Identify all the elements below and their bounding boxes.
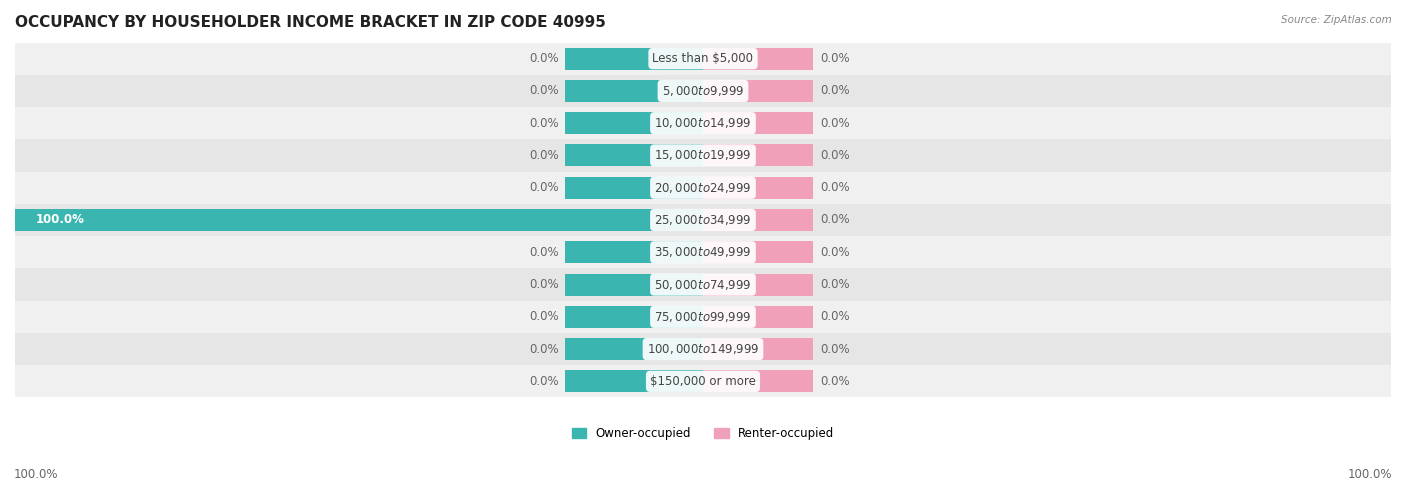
Bar: [703, 370, 813, 392]
Bar: [15, 333, 1391, 365]
Bar: [15, 301, 1391, 333]
Text: 100.0%: 100.0%: [14, 468, 59, 481]
Bar: [703, 177, 813, 199]
Text: Source: ZipAtlas.com: Source: ZipAtlas.com: [1281, 15, 1392, 25]
Text: 0.0%: 0.0%: [820, 149, 849, 162]
Bar: [15, 172, 1391, 204]
Bar: [565, 274, 703, 295]
Text: 100.0%: 100.0%: [1347, 468, 1392, 481]
Bar: [15, 42, 1391, 75]
Bar: [15, 204, 1391, 236]
Bar: [565, 370, 703, 392]
Text: $100,000 to $149,999: $100,000 to $149,999: [647, 342, 759, 356]
Text: 0.0%: 0.0%: [820, 181, 849, 194]
Bar: [703, 306, 813, 328]
Bar: [703, 144, 813, 166]
Text: 0.0%: 0.0%: [529, 375, 558, 388]
Text: 0.0%: 0.0%: [529, 181, 558, 194]
Text: 0.0%: 0.0%: [820, 85, 849, 97]
Legend: Owner-occupied, Renter-occupied: Owner-occupied, Renter-occupied: [572, 427, 834, 440]
Text: 0.0%: 0.0%: [529, 85, 558, 97]
Text: 0.0%: 0.0%: [820, 117, 849, 130]
Bar: [703, 338, 813, 360]
Bar: [703, 241, 813, 263]
Text: $5,000 to $9,999: $5,000 to $9,999: [662, 84, 744, 98]
Bar: [15, 107, 1391, 139]
Text: 0.0%: 0.0%: [529, 52, 558, 65]
Bar: [703, 209, 813, 231]
Bar: [15, 209, 703, 231]
Text: 0.0%: 0.0%: [529, 278, 558, 291]
Text: 0.0%: 0.0%: [529, 310, 558, 323]
Text: OCCUPANCY BY HOUSEHOLDER INCOME BRACKET IN ZIP CODE 40995: OCCUPANCY BY HOUSEHOLDER INCOME BRACKET …: [15, 15, 606, 30]
Bar: [565, 144, 703, 166]
Text: 0.0%: 0.0%: [529, 343, 558, 356]
Text: Less than $5,000: Less than $5,000: [652, 52, 754, 65]
Bar: [15, 268, 1391, 301]
Bar: [565, 112, 703, 134]
Text: $35,000 to $49,999: $35,000 to $49,999: [654, 245, 752, 259]
Bar: [703, 112, 813, 134]
Bar: [565, 177, 703, 199]
Text: 100.0%: 100.0%: [35, 213, 84, 226]
Bar: [15, 139, 1391, 172]
Bar: [15, 236, 1391, 268]
Text: 0.0%: 0.0%: [820, 246, 849, 259]
Bar: [703, 48, 813, 69]
Text: 0.0%: 0.0%: [820, 310, 849, 323]
Bar: [565, 80, 703, 102]
Bar: [703, 274, 813, 295]
Text: $25,000 to $34,999: $25,000 to $34,999: [654, 213, 752, 227]
Text: $50,000 to $74,999: $50,000 to $74,999: [654, 278, 752, 292]
Bar: [565, 241, 703, 263]
Text: $20,000 to $24,999: $20,000 to $24,999: [654, 181, 752, 195]
Text: 0.0%: 0.0%: [820, 375, 849, 388]
Bar: [565, 306, 703, 328]
Text: 0.0%: 0.0%: [820, 213, 849, 226]
Text: 0.0%: 0.0%: [529, 246, 558, 259]
Text: 0.0%: 0.0%: [820, 343, 849, 356]
Text: 0.0%: 0.0%: [529, 117, 558, 130]
Bar: [15, 365, 1391, 398]
Bar: [703, 80, 813, 102]
Bar: [565, 48, 703, 69]
Text: $15,000 to $19,999: $15,000 to $19,999: [654, 148, 752, 162]
Bar: [565, 338, 703, 360]
Text: 0.0%: 0.0%: [820, 52, 849, 65]
Text: 0.0%: 0.0%: [529, 149, 558, 162]
Text: $150,000 or more: $150,000 or more: [650, 375, 756, 388]
Text: 0.0%: 0.0%: [820, 278, 849, 291]
Text: $75,000 to $99,999: $75,000 to $99,999: [654, 310, 752, 324]
Text: $10,000 to $14,999: $10,000 to $14,999: [654, 116, 752, 130]
Bar: [15, 75, 1391, 107]
